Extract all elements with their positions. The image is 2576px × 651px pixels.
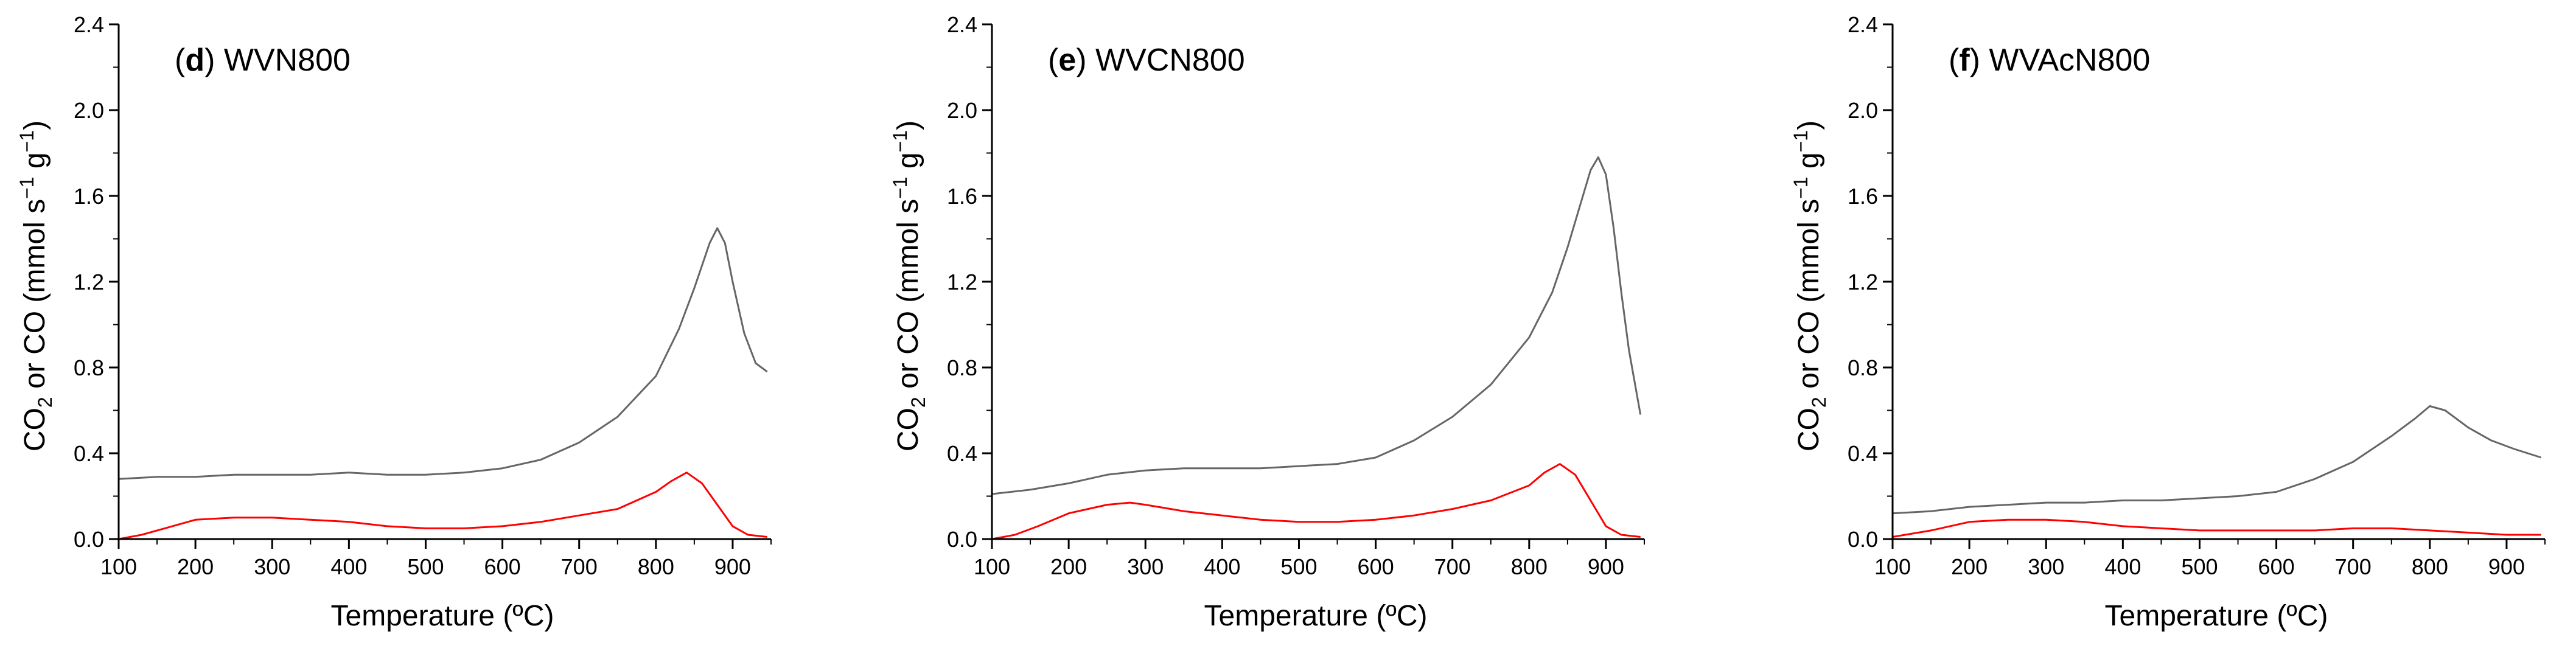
y-tick-label: 0.0 bbox=[74, 527, 104, 552]
series-line-gray bbox=[118, 227, 768, 480]
y-tick-label: 2.0 bbox=[947, 98, 977, 123]
x-tick-label: 800 bbox=[2412, 554, 2448, 579]
y-tick-label: 0.4 bbox=[1848, 441, 1878, 466]
y-tick-label: 2.4 bbox=[947, 12, 977, 37]
chart-panel-e: (e) WVCN800 0.0 0.4 0.8 1.2 1.6 2.0 2.4 100 200 3… bbox=[889, 12, 1645, 632]
x-tick-label: 800 bbox=[1511, 554, 1548, 579]
y-tick-label: 0.0 bbox=[1848, 527, 1878, 552]
x-axis-title: Temperature (ºC) bbox=[331, 600, 554, 632]
panel-label: (e) WVCN800 bbox=[1048, 43, 1245, 78]
y-tick-label: 0.0 bbox=[947, 527, 977, 552]
x-tick-label: 400 bbox=[2104, 554, 2141, 579]
x-tick-label: 400 bbox=[330, 554, 367, 579]
series-line-red bbox=[1892, 518, 2541, 538]
x-tick-label: 100 bbox=[1874, 554, 1911, 579]
x-tick-label: 500 bbox=[407, 554, 444, 579]
y-tick-label: 0.4 bbox=[947, 441, 977, 466]
series-line-gray bbox=[1892, 405, 2542, 515]
y-tick-label: 1.6 bbox=[1848, 184, 1878, 209]
x-tick-label: 300 bbox=[1127, 554, 1164, 579]
y-tick-label: 1.6 bbox=[74, 184, 104, 209]
y-tick-label: 1.6 bbox=[947, 184, 977, 209]
panel-label: (d) WVN800 bbox=[175, 43, 351, 78]
y-tick-label: 0.8 bbox=[1848, 355, 1878, 380]
y-tick-label: 1.2 bbox=[74, 270, 104, 294]
x-tick-label: 200 bbox=[1050, 554, 1087, 579]
y-tick-label: 2.0 bbox=[1848, 98, 1878, 123]
x-tick-label: 200 bbox=[1951, 554, 1988, 579]
x-tick-label: 500 bbox=[1280, 554, 1317, 579]
y-axis-title: CO2 or CO (mmol s−1 g−1) bbox=[889, 120, 929, 451]
series-line-red bbox=[991, 463, 1641, 540]
panel-label: (f) WVAcN800 bbox=[1949, 43, 2150, 78]
x-axis-title: Temperature (ºC) bbox=[1204, 600, 1428, 632]
x-tick-label: 800 bbox=[638, 554, 674, 579]
x-tick-label: 600 bbox=[2258, 554, 2295, 579]
plot-marks: 0.0 0.4 0.8 1.2 1.6 2.0 2.4 100 200 300 400 500 600 7… bbox=[74, 12, 772, 579]
x-tick-label: 600 bbox=[484, 554, 521, 579]
x-tick-label: 300 bbox=[2028, 554, 2064, 579]
plot-marks: 0.0 0.4 0.8 1.2 1.6 2.0 2.4 100 200 300 400 500 600 7… bbox=[1848, 12, 2546, 579]
chart-panel-d: (d) WVN800 0.0 0.4 0.8 1.2 1.6 2.0 2.4 100 200 30… bbox=[16, 12, 772, 632]
y-tick-label: 0.8 bbox=[947, 355, 977, 380]
y-tick-label: 0.4 bbox=[74, 441, 104, 466]
x-tick-label: 900 bbox=[2488, 554, 2525, 579]
y-axis-title: CO2 or CO (mmol s−1 g−1) bbox=[1790, 120, 1830, 451]
x-tick-label: 700 bbox=[561, 554, 598, 579]
x-tick-label: 400 bbox=[1204, 554, 1240, 579]
x-tick-label: 700 bbox=[2335, 554, 2372, 579]
y-tick-label: 2.4 bbox=[1848, 12, 1878, 37]
x-tick-label: 300 bbox=[254, 554, 290, 579]
x-tick-label: 500 bbox=[2181, 554, 2218, 579]
y-tick-label: 1.2 bbox=[947, 270, 977, 294]
series-line-red bbox=[118, 472, 767, 540]
x-axis-title: Temperature (ºC) bbox=[2105, 600, 2328, 632]
y-axis-title: CO2 or CO (mmol s−1 g−1) bbox=[16, 120, 56, 451]
x-tick-label: 100 bbox=[974, 554, 1010, 579]
series-line-gray bbox=[991, 156, 1642, 495]
x-tick-label: 600 bbox=[1358, 554, 1394, 579]
y-tick-label: 1.2 bbox=[1848, 270, 1878, 294]
x-tick-label: 700 bbox=[1434, 554, 1471, 579]
x-tick-label: 100 bbox=[100, 554, 137, 579]
plot-marks: 0.0 0.4 0.8 1.2 1.6 2.0 2.4 100 200 300 400 500 600 7… bbox=[947, 12, 1645, 579]
x-tick-label: 200 bbox=[177, 554, 214, 579]
x-tick-label: 900 bbox=[714, 554, 751, 579]
x-tick-label: 900 bbox=[1588, 554, 1624, 579]
y-tick-label: 2.4 bbox=[74, 12, 104, 37]
chart-panel-f: (f) WVAcN800 0.0 0.4 0.8 1.2 1.6 2.0 2.4 100 200… bbox=[1790, 12, 2546, 632]
y-tick-label: 2.0 bbox=[74, 98, 104, 123]
y-tick-label: 0.8 bbox=[74, 355, 104, 380]
